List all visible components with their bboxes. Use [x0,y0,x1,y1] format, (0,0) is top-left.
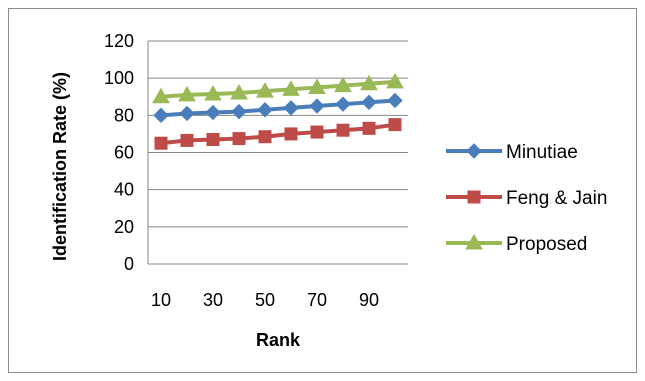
y-tick-label: 40 [114,180,134,200]
x-axis-title: Rank [256,330,301,350]
data-point [387,92,403,109]
legend-marker [466,143,482,159]
y-tick-label: 60 [114,143,134,163]
legend: Minutiae Feng & Jain Proposed [446,142,607,255]
y-tick-label: 0 [124,254,134,274]
series-line [160,122,396,146]
x-tick-labels: 10 30 50 70 90 [151,290,379,310]
legend-entry: Minutiae [446,142,578,163]
x-tick-label: 70 [307,290,327,310]
chart-frame [8,8,637,373]
series-line [160,98,396,118]
y-tick-label: 20 [114,217,134,237]
x-tick-label: 30 [203,290,223,310]
data-point [335,96,351,112]
x-tick-label: 10 [151,290,171,310]
data-point [206,132,220,146]
data-point [386,72,404,89]
legend-marker [467,190,481,204]
legend-marker [465,233,483,250]
series-layer [152,72,404,150]
data-point [180,133,194,147]
gridlines [147,40,408,265]
series-feng-jain [154,118,402,150]
data-point [310,125,324,139]
data-point [309,98,325,114]
y-axis-title: Identification Rate (%) [50,72,70,261]
y-tick-label: 100 [104,68,134,88]
legend-entry: Proposed [446,233,587,255]
data-point [336,123,350,137]
data-point [360,74,378,91]
data-point [361,94,377,111]
data-point [179,105,195,122]
data-point [178,85,196,102]
data-point [232,132,246,146]
data-point [154,136,168,150]
legend-entry: Feng & Jain [446,188,607,209]
data-point [283,100,299,116]
x-tick-label: 50 [255,290,275,310]
data-point [282,80,300,96]
legend-label: Feng & Jain [506,188,607,209]
data-point [152,87,170,104]
data-point [334,76,352,93]
data-point [308,78,326,94]
data-point [388,118,402,132]
legend-label: Minutiae [506,142,578,163]
series-minutiae [153,92,403,124]
series-line [160,79,396,99]
data-point [257,102,273,118]
data-point [230,84,248,100]
data-point [362,121,376,135]
data-point [204,84,222,101]
data-point [153,107,169,124]
y-tick-label: 80 [114,105,134,125]
data-point [256,82,274,98]
y-tick-label: 120 [104,31,134,51]
x-tick-label: 90 [359,290,379,310]
y-tick-labels: 0 20 40 60 80 100 120 [104,31,134,274]
legend-label: Proposed [506,234,587,255]
data-point [205,104,221,121]
data-point [231,103,247,120]
data-point [284,127,298,141]
data-point [258,130,272,144]
series-proposed [152,72,404,104]
